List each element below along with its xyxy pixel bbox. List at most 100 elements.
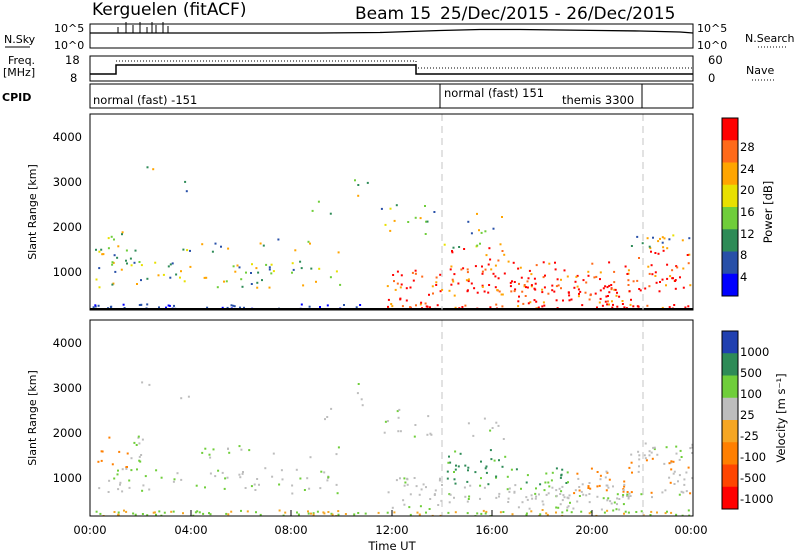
power-colorbar-swatch [722,229,738,252]
scatter-cell [624,265,627,268]
scatter-cell [608,478,611,481]
scatter-cell [98,286,101,289]
n-search-label: N.Search [745,32,795,45]
scatter-cell [291,262,294,265]
scatter-cell [138,261,141,263]
scatter-cell [310,267,313,270]
scatter-cell [484,512,487,515]
scatter-cell [221,471,224,474]
scatter-cell [530,284,533,287]
scatter-cell [541,291,544,294]
scatter-cell [451,278,454,281]
scatter-cell [204,447,207,450]
scatter-cell [588,512,591,515]
scatter-cell [650,264,653,267]
scatter-cell [630,461,633,464]
scatter-cell [364,512,367,515]
scatter-cell [652,446,655,449]
scatter-cell [672,234,675,237]
scatter-cell [102,253,105,256]
scatter-cell [447,511,450,514]
scatter-cell [608,261,611,264]
scatter-cell [518,282,520,285]
velocity-ytick-1000: 1000 [53,471,82,485]
scatter-cell [98,250,101,253]
scatter-cell [343,304,345,306]
scatter-cell [576,285,579,288]
scatter-cell [336,492,339,495]
scatter-cell [415,304,417,307]
scatter-cell [553,290,556,293]
scatter-cell [439,290,442,293]
scatter-cell [567,291,570,294]
scatter-cell [503,253,506,256]
scatter-cell [261,279,263,282]
scatter-cell [621,495,624,498]
scatter-cell [650,451,653,454]
scatter-cell [666,263,669,266]
scatter-cell [95,510,98,513]
scatter-cell [669,481,672,484]
scatter-cell [432,292,434,295]
scatter-cell [517,305,520,308]
scatter-cell [223,280,225,283]
scatter-cell [627,497,630,500]
scatter-cell [662,246,665,249]
nave-tick-bottom: 0 [708,71,715,85]
scatter-cell [559,476,562,479]
scatter-cell [640,493,643,496]
scatter-cell [514,484,517,487]
scatter-cell [173,478,176,481]
scatter-cell [539,513,542,516]
scatter-cell [507,497,510,500]
scatter-cell [354,179,356,182]
scatter-cell [490,458,493,461]
scatter-cell [681,239,684,242]
scatter-cell [622,494,625,496]
scatter-cell [435,276,438,279]
scatter-cell [664,512,667,515]
scatter-cell [563,269,566,272]
frequency-panel [89,55,694,82]
scatter-cell [424,205,426,207]
scatter-cell [476,291,479,294]
scatter-cell [245,271,247,274]
scatter-cell [393,219,396,222]
scatter-cell [603,511,606,514]
scatter-cell [630,453,633,456]
scatter-cell [668,306,671,309]
scatter-cell [513,290,516,293]
x-tick-1600: 16:00 [475,523,508,537]
scatter-cell [399,298,402,301]
scatter-cell [691,477,693,480]
scatter-cell [152,168,155,171]
scatter-cell [530,510,533,513]
scatter-cell [182,248,185,251]
scatter-cell [689,492,692,495]
scatter-cell [528,269,531,272]
scatter-cell [670,461,673,464]
power-colorbar-label: Power [dB] [761,181,775,244]
scatter-cell [227,447,229,450]
scatter-cell [547,481,550,484]
scatter-cell [629,495,632,497]
velocity-cbar-tick-25: 25 [740,408,755,422]
scatter-cell [292,268,295,271]
scatter-cell [576,500,579,503]
scatter-cell [220,245,222,248]
scatter-cell [386,511,389,514]
scatter-cell [627,495,630,498]
x-tick-end: 00:00 [674,523,707,537]
scatter-cell [310,512,312,515]
scatter-cell [607,486,610,489]
scatter-cell [268,286,271,289]
scatter-cell [657,252,660,255]
scatter-cell [335,483,338,486]
scatter-cell [561,499,564,502]
scatter-cell [449,268,452,271]
scatter-cell [426,220,429,223]
scatter-cell [172,510,175,513]
scatter-cell [130,469,133,472]
scatter-cell [429,498,432,500]
scatter-cell [291,271,293,274]
